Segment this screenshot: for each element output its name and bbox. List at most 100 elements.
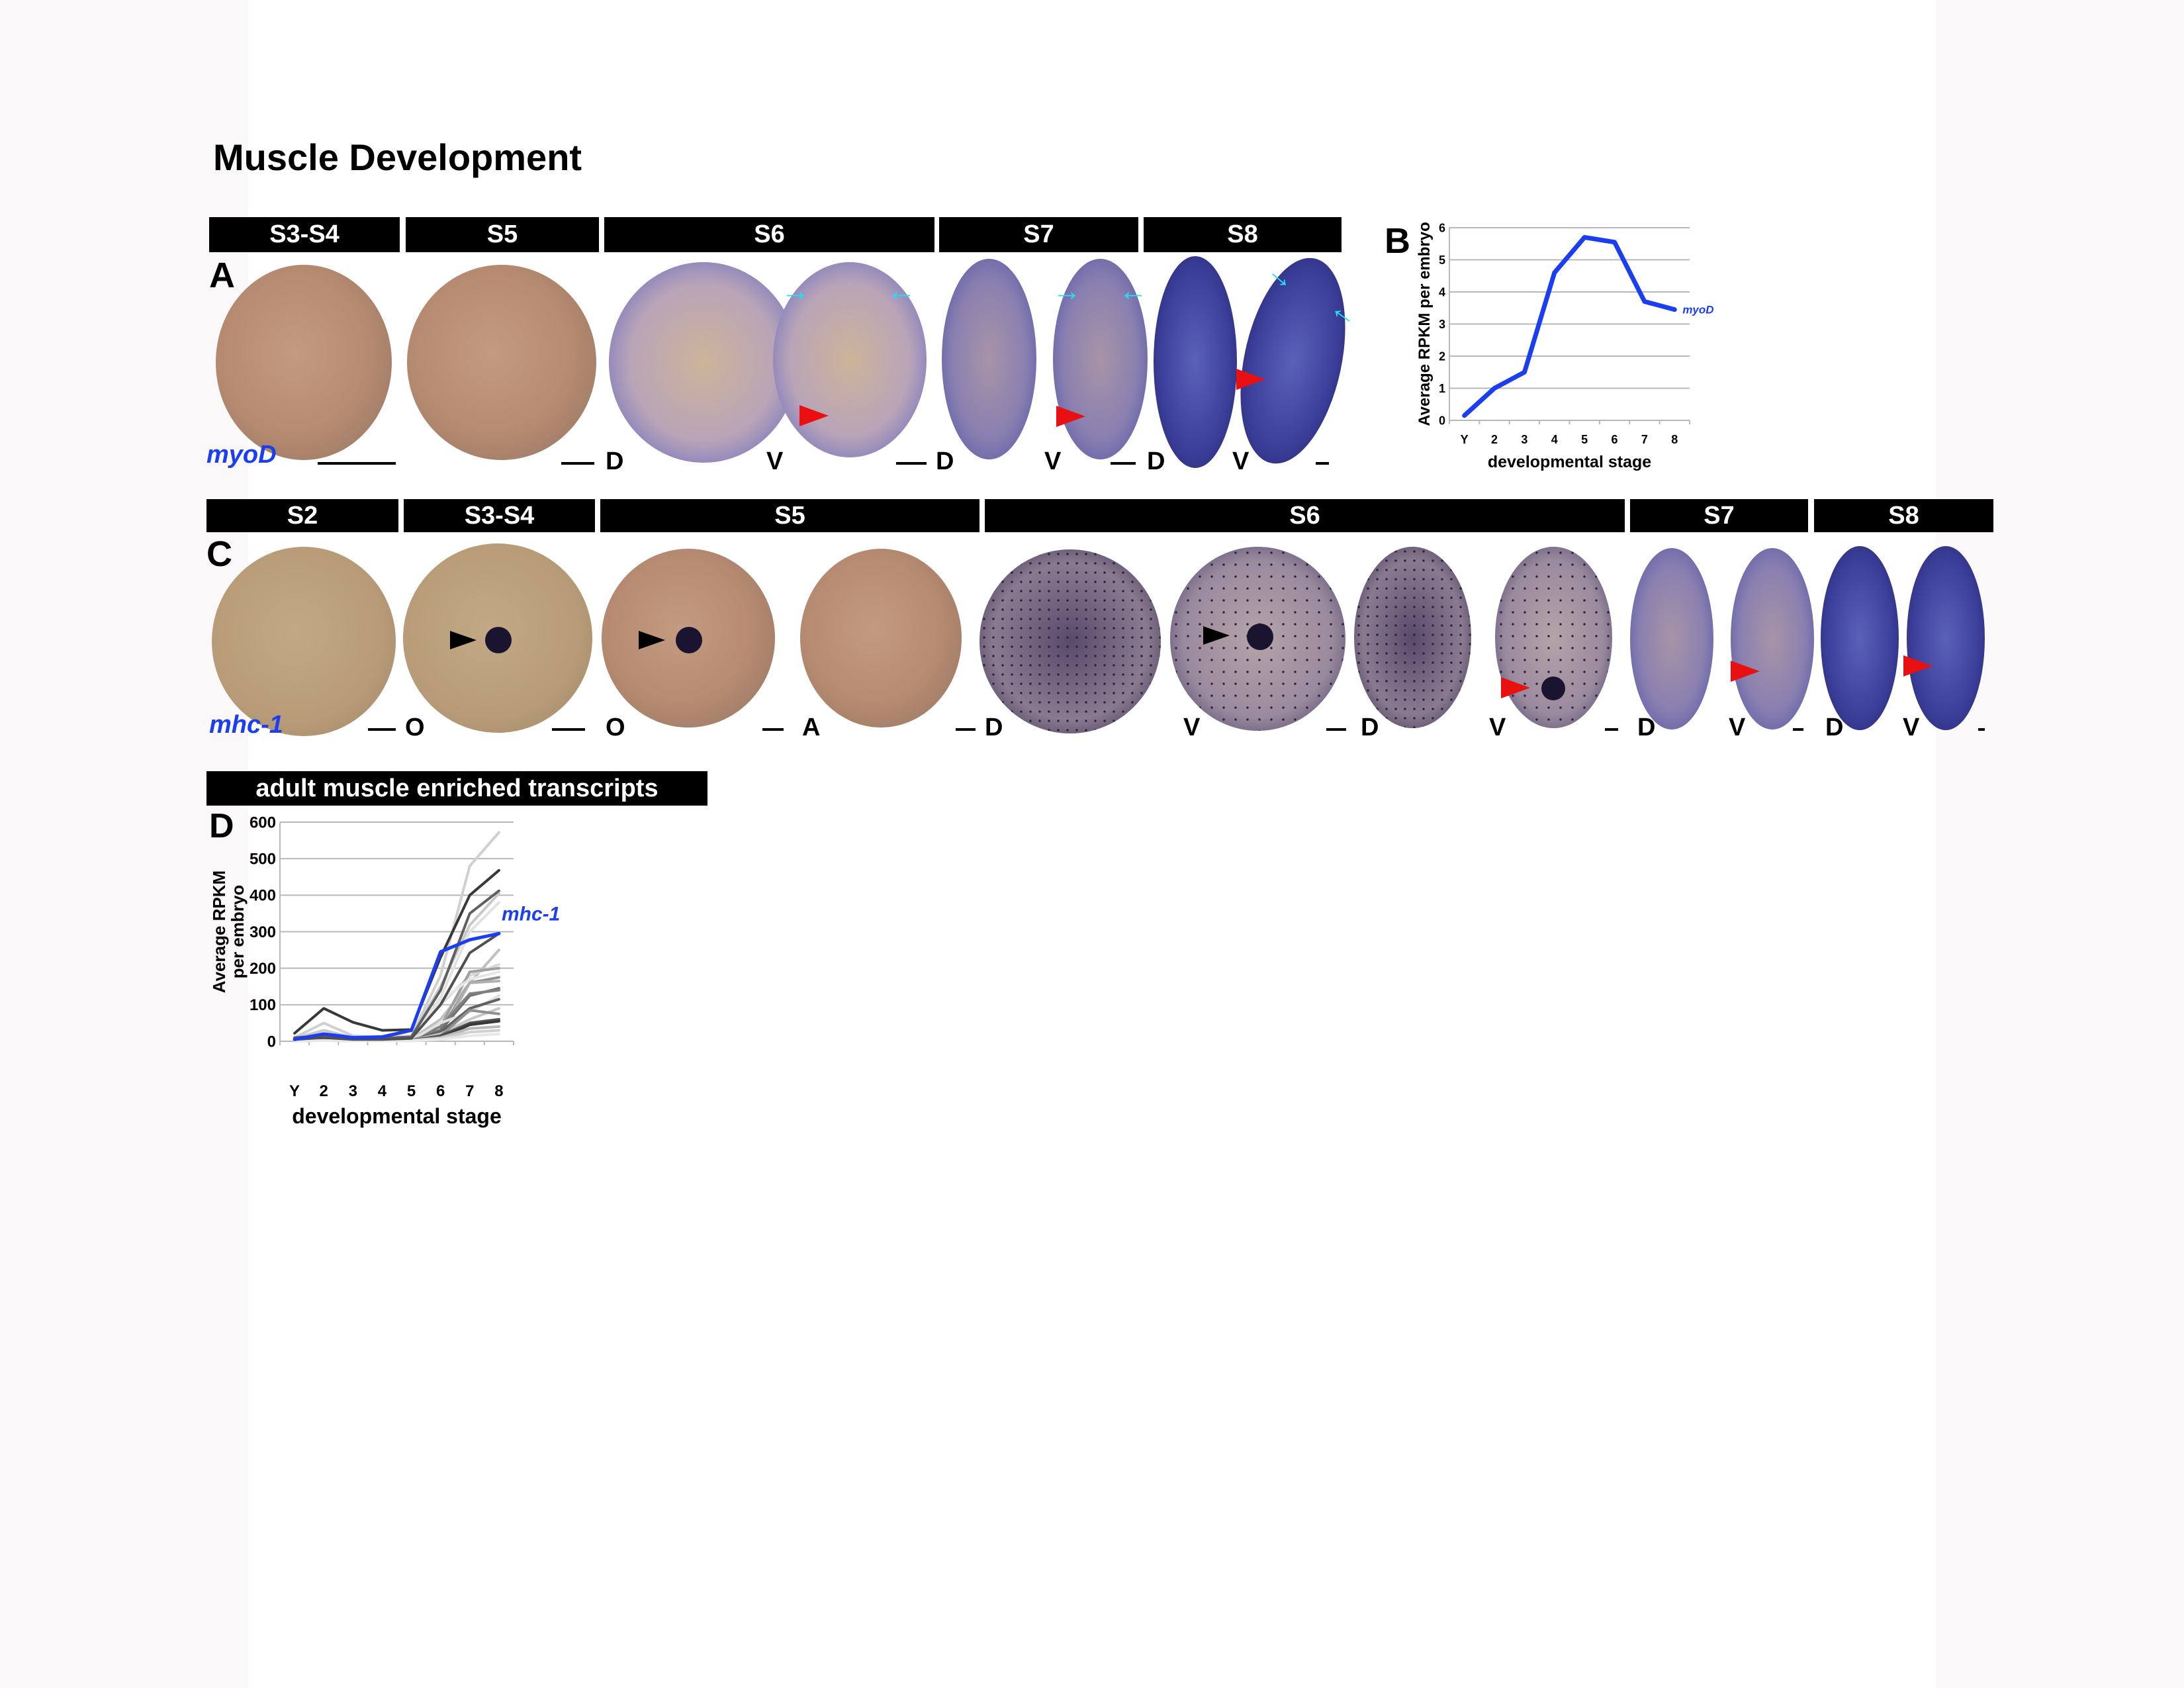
view-label: D (1361, 714, 1379, 741)
stage-header-a-s3s4: S3-S4 (209, 217, 400, 252)
embryo-image-mhc1-s6-ventral (1170, 547, 1345, 731)
red-arrowhead-icon (799, 405, 829, 426)
x-tick-label: 6 (1612, 433, 1618, 446)
black-arrowhead-icon (1203, 626, 1230, 645)
stage-header-a-s8: S8 (1144, 217, 1342, 252)
scale-bar (1326, 728, 1346, 731)
series-line-gray (293, 1032, 500, 1043)
embryo-image-mhc1-s8-dorsal (1821, 546, 1899, 730)
x-tick-label: 3 (1521, 433, 1527, 446)
series-line-gray (293, 868, 500, 1035)
cyan-arrow-icon: ← (887, 275, 916, 307)
series-line-myod (1462, 235, 1677, 418)
embryo-image-mhc1-s7-ventral (1731, 548, 1814, 729)
y-tick-label: 200 (250, 960, 276, 978)
y-tick-label: 0 (1439, 414, 1445, 427)
view-label: V (1729, 714, 1746, 741)
x-tick-label: 7 (1641, 433, 1648, 446)
x-tick-label: 6 (436, 1082, 445, 1100)
x-tick-label: 4 (1551, 433, 1558, 446)
stage-header-c-s7: S7 (1630, 499, 1808, 532)
chart-d-muscle-transcripts: D 0 100 200 300 400 500 600 Y 2 3 4 5 6 7 8 development… (209, 807, 560, 1128)
embryo-image-mhc1-s6-ventral-2 (1495, 547, 1612, 728)
series-line-gray (293, 932, 500, 1041)
scale-bar (552, 728, 585, 731)
view-label: O (405, 714, 425, 741)
x-tick-label: 8 (494, 1082, 503, 1100)
series-label-mhc-1: mhc-1 (502, 903, 560, 925)
view-label: D (985, 714, 1003, 741)
red-arrowhead-icon (1731, 661, 1760, 682)
embryo-image-mhc1-s5-aboral (800, 549, 962, 727)
figure-title: Muscle Development (213, 136, 582, 178)
panel-label-d: D (209, 807, 234, 845)
scale-bar (1793, 728, 1803, 731)
x-tick-label: 8 (1671, 433, 1678, 446)
red-arrowhead-icon (1903, 655, 1933, 677)
y-axis-label: Average RPKM (209, 870, 229, 993)
black-arrowhead-icon (450, 631, 477, 649)
embryo-image-mhc1-s3s4 (403, 543, 592, 733)
series-label-myod: myoD (1682, 304, 1713, 316)
embryo-image-mhc1-s8-ventral (1907, 546, 1985, 730)
x-axis-label: developmental stage (1488, 453, 1651, 471)
cyan-arrow-icon: → (1052, 275, 1081, 307)
view-label: O (606, 714, 625, 741)
view-label: V (1232, 447, 1250, 475)
scale-bar (1605, 728, 1618, 731)
y-tick-label: 0 (267, 1033, 276, 1051)
x-tick-label: 5 (407, 1082, 416, 1100)
panel-label-c: C (206, 534, 232, 574)
y-tick-label: 400 (250, 887, 276, 905)
y-tick-label: 500 (250, 851, 276, 868)
scale-bar (1316, 462, 1329, 465)
scale-bar (318, 462, 396, 465)
black-arrowhead-icon (639, 631, 665, 649)
view-label: D (1637, 714, 1656, 741)
gene-label-myod: myoD (206, 441, 277, 469)
y-tick-label: 6 (1439, 221, 1445, 234)
embryo-image-mhc1-s6-dorsal (979, 549, 1161, 733)
red-arrowhead-icon (1501, 677, 1530, 698)
view-label: V (1044, 447, 1062, 475)
view-label: V (1903, 714, 1920, 741)
scale-bar (1111, 462, 1136, 465)
view-label: D (606, 447, 624, 475)
embryo-image-mhc1-s6-dorsal-2 (1354, 547, 1471, 728)
y-axis-label: Average RPKM per embryo (1416, 222, 1433, 426)
y-axis-label: per embryo (228, 885, 248, 979)
stage-header-a-s7: S7 (939, 217, 1138, 252)
panel-label-a: A (209, 256, 235, 295)
scale-bar (561, 462, 594, 465)
scale-bar (896, 462, 927, 465)
embryo-image-myod-s3s4 (216, 265, 392, 460)
y-tick-label: 4 (1439, 285, 1445, 299)
x-tick-label: 2 (1491, 433, 1498, 446)
chart-b-myod: B 0 1 2 3 4 5 6 Y 2 3 4 5 6 7 8 developmental stage Aver… (1385, 221, 1714, 471)
x-tick-label: 2 (320, 1082, 328, 1100)
series-line-mhc-1 (293, 931, 501, 1041)
scale-bar (1978, 728, 1985, 731)
view-label: D (936, 447, 954, 475)
gene-label-mhc1: mhc-1 (209, 711, 283, 739)
x-tick-label: 5 (1581, 433, 1588, 446)
view-label: V (766, 447, 784, 475)
stage-header-a-s6: S6 (604, 217, 934, 252)
y-tick-label: 3 (1439, 318, 1445, 331)
scale-bar (956, 728, 976, 731)
y-tick-label: 1 (1439, 382, 1445, 395)
embryo-image-myod-s6-dorsal (609, 262, 798, 463)
view-label: V (1183, 714, 1201, 741)
embryo-image-mhc1-s7-dorsal (1630, 548, 1713, 729)
x-tick-label: 3 (349, 1082, 357, 1100)
stage-header-c-s5: S5 (600, 499, 979, 532)
x-tick-label: 7 (465, 1082, 474, 1100)
view-label: A (802, 714, 821, 741)
chart-d-header: adult muscle enriched transcripts (206, 771, 707, 806)
view-label: D (1147, 447, 1165, 475)
series-line-gray (293, 889, 500, 1040)
stage-header-c-s8: S8 (1814, 499, 1993, 532)
embryo-image-myod-s7-dorsal (942, 259, 1036, 459)
stage-header-c-s2: S2 (206, 499, 398, 532)
scale-bar (368, 728, 396, 731)
